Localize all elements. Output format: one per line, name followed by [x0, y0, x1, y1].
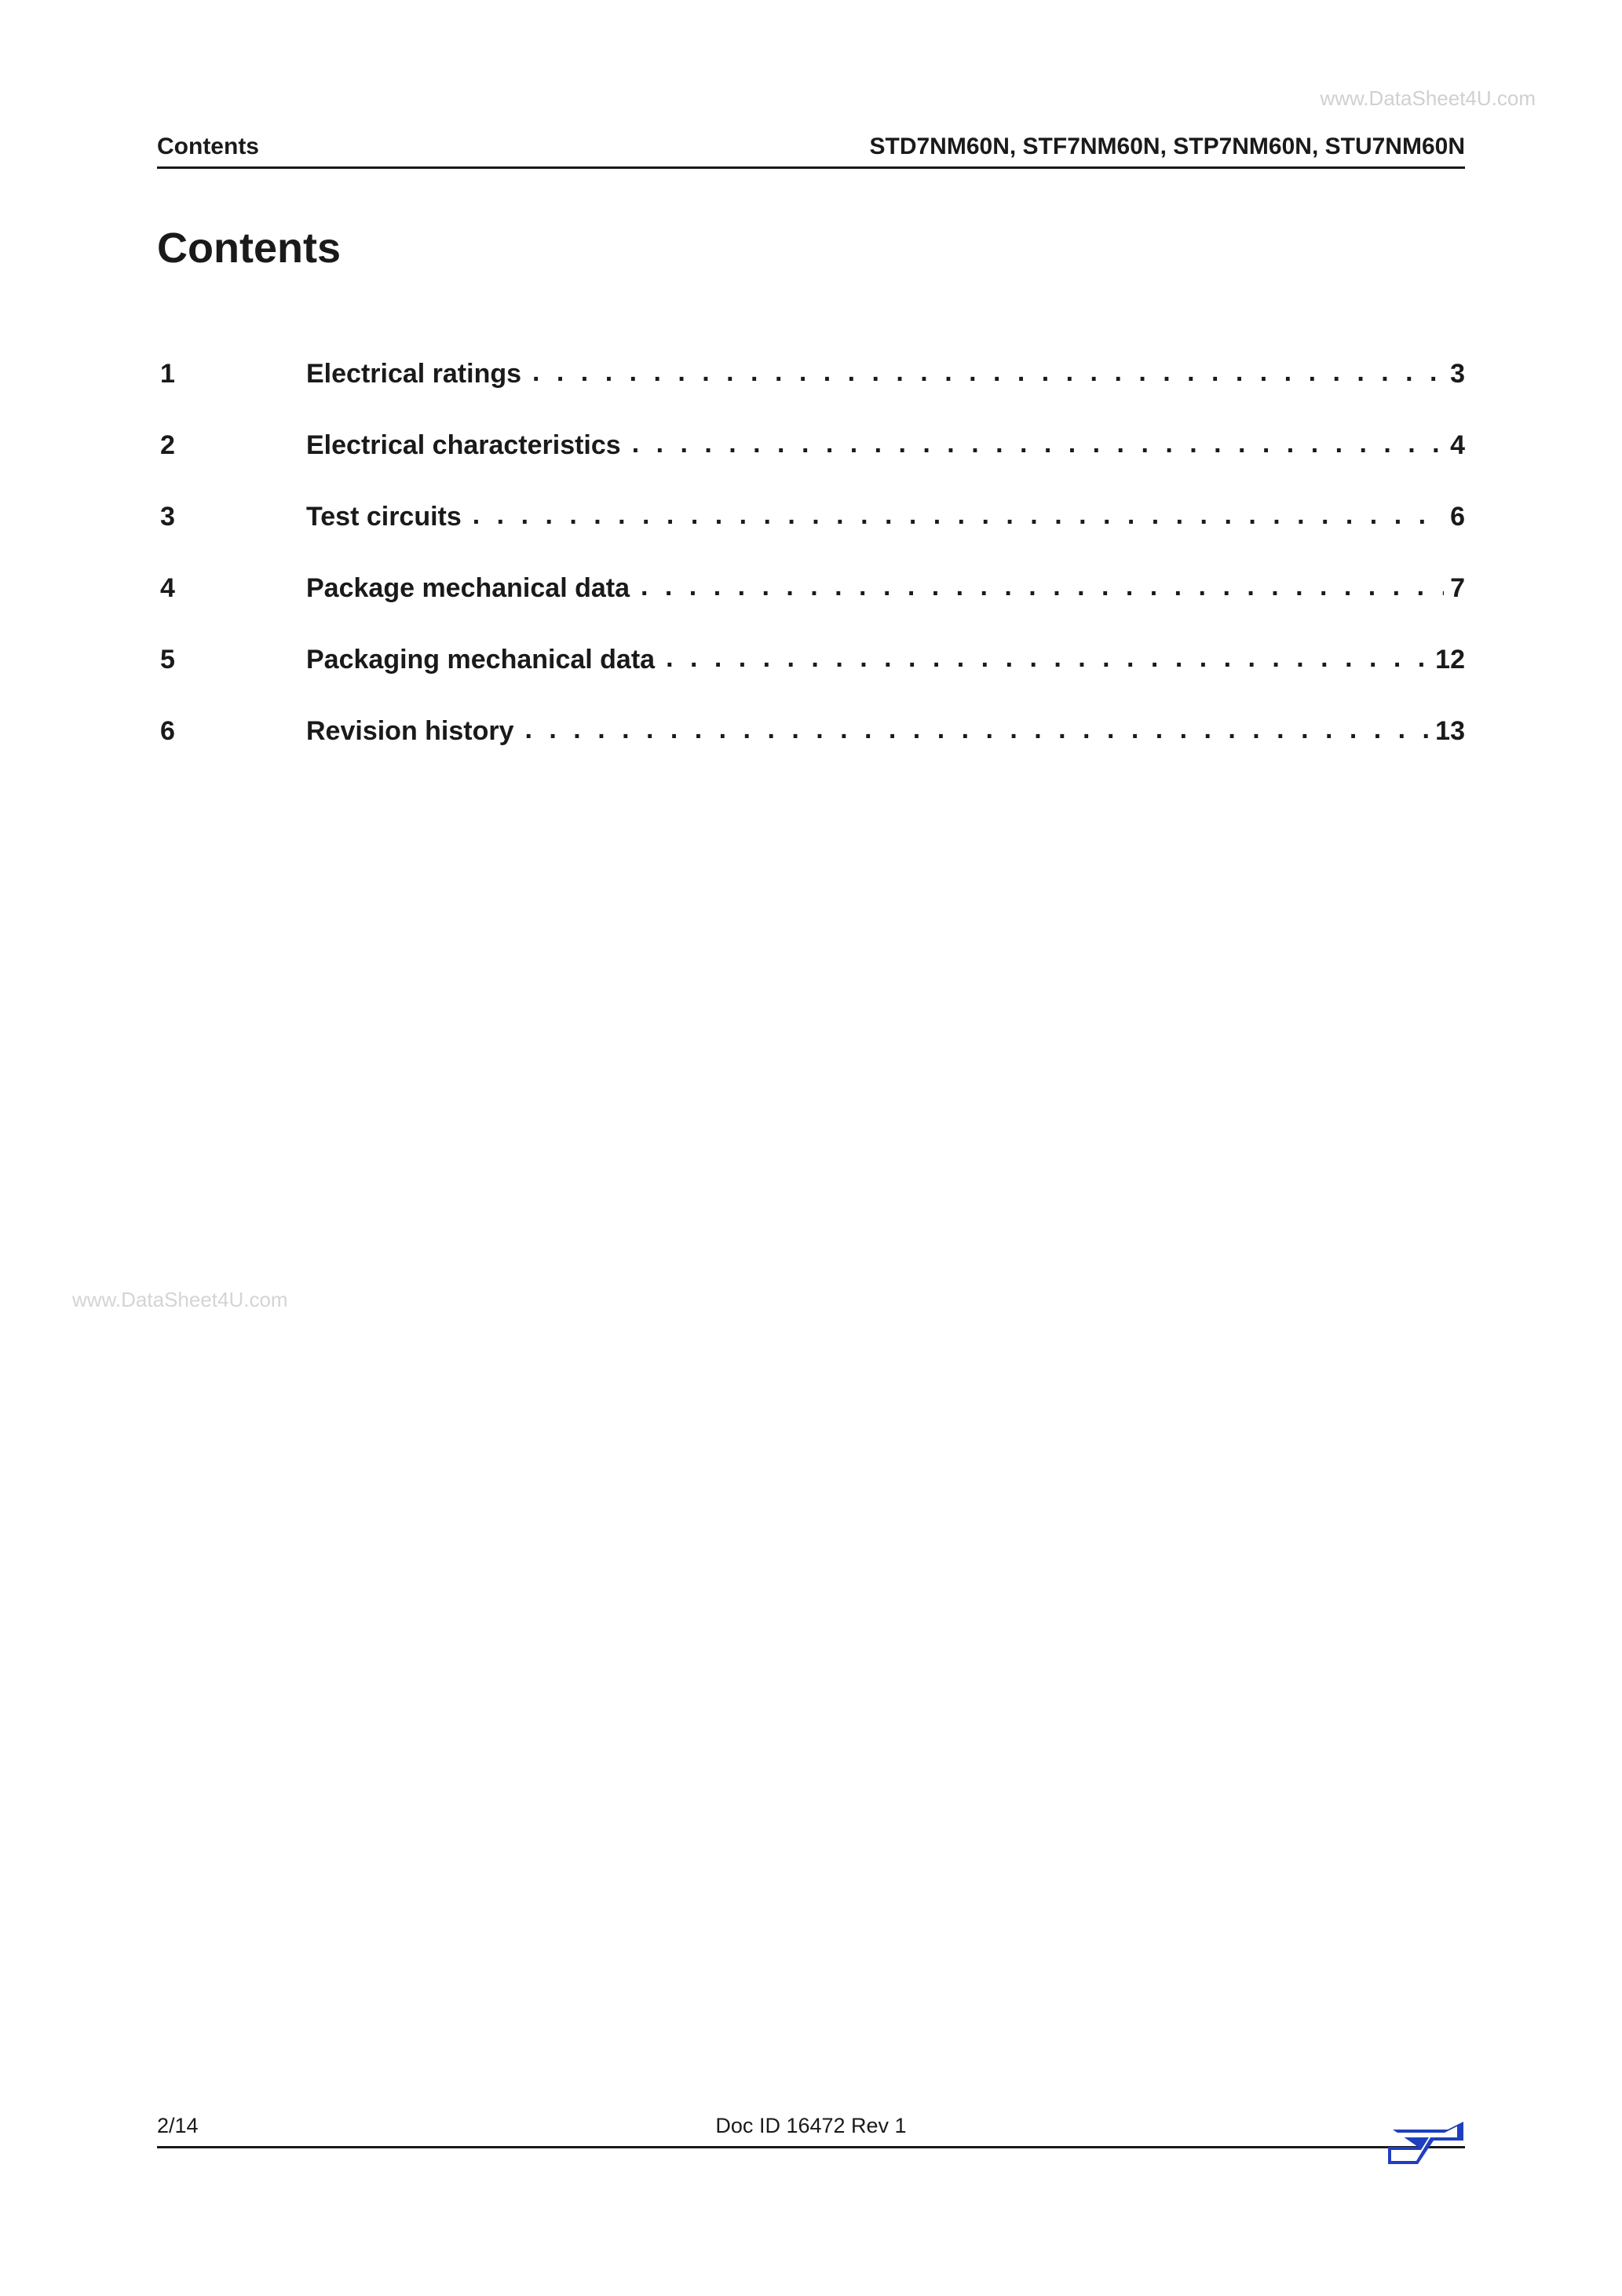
- toc-title: Test circuits: [306, 502, 462, 532]
- toc-leader-dots: . . . . . . . . . . . . . . . . . . . . …: [525, 715, 1430, 745]
- toc-page: 12: [1429, 645, 1465, 675]
- toc-entry[interactable]: 3Test circuits . . . . . . . . . . . . .…: [157, 502, 1465, 532]
- toc-number: 4: [157, 573, 306, 604]
- header-left: Contents: [157, 133, 259, 160]
- toc-title: Electrical ratings: [306, 359, 521, 389]
- st-logo: [1386, 2115, 1465, 2170]
- toc-title: Revision history: [306, 716, 514, 747]
- page: www.DataSheet4U.com www.DataSheet4U.com …: [0, 0, 1622, 2296]
- running-header: Contents STD7NM60N, STF7NM60N, STP7NM60N…: [157, 133, 1465, 169]
- toc-title: Electrical characteristics: [306, 430, 621, 461]
- toc-page: 3: [1444, 359, 1465, 389]
- toc-page: 4: [1444, 430, 1465, 461]
- toc-number: 6: [157, 716, 306, 747]
- toc-leader-dots: . . . . . . . . . . . . . . . . . . . . …: [641, 572, 1444, 602]
- toc-title: Packaging mechanical data: [306, 645, 655, 675]
- toc-page: 7: [1444, 573, 1465, 604]
- toc-leader-dots: . . . . . . . . . . . . . . . . . . . . …: [473, 500, 1444, 531]
- watermark-top: www.DataSheet4U.com: [1320, 86, 1536, 111]
- toc-number: 3: [157, 502, 306, 532]
- toc-entry[interactable]: 1Electrical ratings . . . . . . . . . . …: [157, 359, 1465, 389]
- toc-number: 1: [157, 359, 306, 389]
- toc-entry[interactable]: 5Packaging mechanical data . . . . . . .…: [157, 645, 1465, 675]
- toc-title: Package mechanical data: [306, 573, 630, 604]
- toc-leader-dots: . . . . . . . . . . . . . . . . . . . . …: [632, 429, 1444, 459]
- page-title: Contents: [157, 224, 1465, 272]
- footer-rule: 2/14 Doc ID 16472 Rev 1: [157, 2117, 1465, 2148]
- toc-page: 13: [1429, 716, 1465, 747]
- toc-leader-dots: . . . . . . . . . . . . . . . . . . . . …: [666, 643, 1429, 674]
- toc-entry[interactable]: 6Revision history . . . . . . . . . . . …: [157, 716, 1465, 747]
- toc-leader-dots: . . . . . . . . . . . . . . . . . . . . …: [532, 357, 1444, 388]
- watermark-mid: www.DataSheet4U.com: [72, 1288, 288, 1312]
- toc-page: 6: [1444, 502, 1465, 532]
- table-of-contents: 1Electrical ratings . . . . . . . . . . …: [157, 359, 1465, 747]
- toc-number: 5: [157, 645, 306, 675]
- toc-entry[interactable]: 2Electrical characteristics . . . . . . …: [157, 430, 1465, 461]
- toc-number: 2: [157, 430, 306, 461]
- header-right: STD7NM60N, STF7NM60N, STP7NM60N, STU7NM6…: [869, 133, 1465, 160]
- toc-entry[interactable]: 4Package mechanical data . . . . . . . .…: [157, 573, 1465, 604]
- document-id: Doc ID 16472 Rev 1: [157, 2114, 1465, 2138]
